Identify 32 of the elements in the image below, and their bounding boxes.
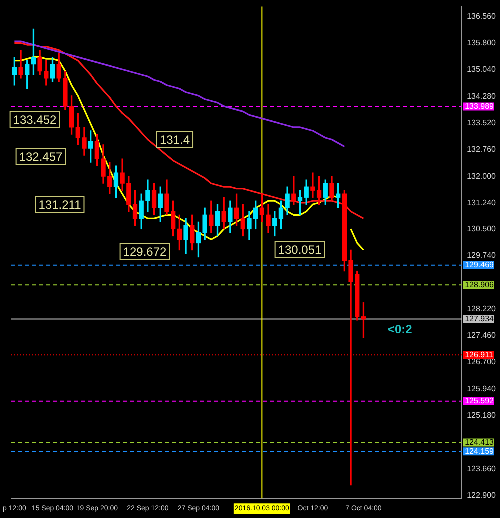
y-tick-label: 125.940 — [467, 384, 497, 394]
y-tick-label: 133.520 — [467, 118, 497, 128]
y-tick-label: 127.460 — [467, 331, 497, 340]
y-tick-label: 125.180 — [467, 411, 497, 420]
y-tick-label: 135.040 — [467, 65, 497, 74]
ref-line-label: 129.469 — [465, 260, 495, 270]
y-tick-label: 130.500 — [467, 224, 497, 234]
y-tick-label: 123.660 — [467, 464, 497, 474]
y-tick-label: 131.240 — [467, 198, 497, 208]
y-tick-label: 126.700 — [467, 358, 497, 367]
annotation: 132.457 — [19, 150, 64, 164]
ref-line-label: 128.906 — [465, 280, 495, 290]
annotation: 131.4 — [160, 132, 190, 147]
annotation: 131.211 — [38, 198, 82, 212]
y-tick-label: 122.900 — [467, 490, 497, 500]
y-tick-label: 128.220 — [467, 304, 497, 314]
ref-line-label: 133.989 — [465, 102, 495, 112]
y-tick-label: 136.560 — [467, 12, 497, 21]
annotation: 133.452 — [13, 112, 58, 127]
y-tick-label: 135.800 — [467, 38, 497, 48]
y-tick-label: 132.000 — [467, 172, 497, 181]
ref-line-label: 124.159 — [465, 446, 495, 456]
y-tick-label: 129.740 — [467, 251, 497, 260]
annotation: 129.672 — [123, 244, 168, 259]
ref-line-label: 124.413 — [465, 438, 495, 447]
annotation: <0:2 — [388, 322, 413, 336]
ref-line-label: 125.592 — [465, 396, 495, 406]
annotation: 130.051 — [278, 242, 322, 257]
y-tick-label: 134.280 — [467, 92, 497, 101]
ref-line-label: 127.934 — [465, 314, 495, 324]
ref-line-label: 126.911 — [465, 350, 494, 360]
y-tick-label: 132.760 — [467, 145, 497, 154]
